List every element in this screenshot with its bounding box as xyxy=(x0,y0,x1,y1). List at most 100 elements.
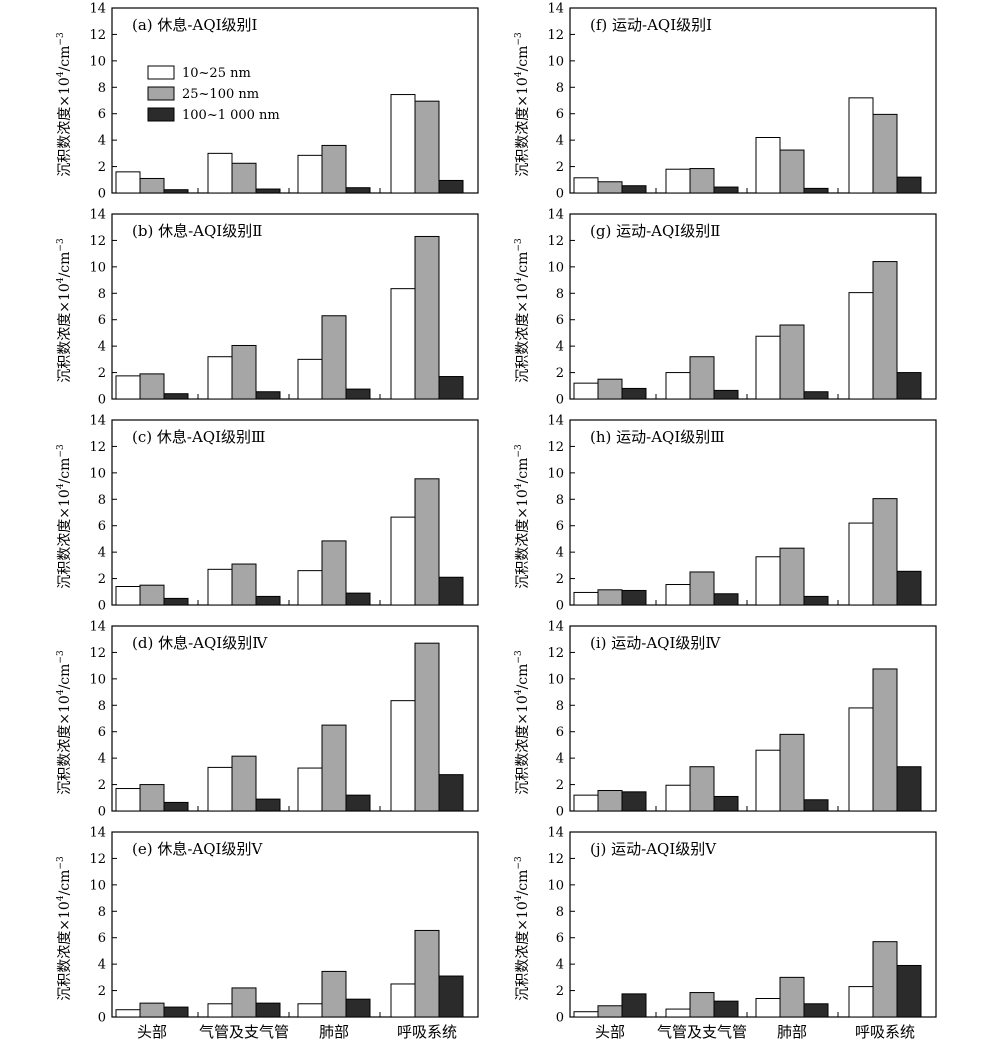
bar-3-气管及支气管 xyxy=(255,391,281,400)
bar-2-气管及支气管 xyxy=(689,992,715,1018)
y-tick-label: 10 xyxy=(547,260,564,275)
y-tick-label: 2 xyxy=(98,572,106,587)
y-tick-label: 0 xyxy=(556,1011,564,1026)
bar-2-肺部 xyxy=(779,733,805,812)
y-tick-label: 12 xyxy=(547,646,564,661)
y-tick-label: 10 xyxy=(89,878,106,893)
bar-3-头部 xyxy=(621,387,647,400)
bar-3-呼吸系统 xyxy=(896,176,922,194)
y-tick-label: 6 xyxy=(556,725,564,740)
y-tick-label: 14 xyxy=(89,2,106,17)
y-tick-label: 12 xyxy=(547,852,564,867)
panel-title: (g) 运动-AQI级别Ⅱ xyxy=(590,222,720,240)
bar-1-呼吸系统 xyxy=(848,707,874,812)
bar-1-头部 xyxy=(115,171,141,194)
panel-title: (d) 休息-AQI级别Ⅳ xyxy=(132,634,268,652)
panel-title: (h) 运动-AQI级别Ⅲ xyxy=(590,428,725,446)
y-tick-label: 12 xyxy=(89,852,106,867)
bar-2-气管及支气管 xyxy=(231,563,257,606)
y-tick-label: 0 xyxy=(98,805,106,820)
panel-i: 0 2 4 6 8 10 12 14 沉积数浓度×104/cm−3 (i) 运动-AQI级别Ⅳ xyxy=(514,620,937,820)
y-tick-label: 0 xyxy=(556,187,564,202)
bar-3-气管及支气管 xyxy=(255,188,281,194)
bar-3-呼吸系统 xyxy=(438,576,464,606)
y-tick-label: 4 xyxy=(556,958,564,973)
y-tick-label: 2 xyxy=(98,778,106,793)
y-tick-label: 0 xyxy=(556,393,564,408)
bar-3-肺部 xyxy=(345,998,371,1018)
bar-2-呼吸系统 xyxy=(872,261,898,400)
bar-2-气管及支气管 xyxy=(231,755,257,812)
bar-3-呼吸系统 xyxy=(896,766,922,812)
bar-3-气管及支气管 xyxy=(713,795,739,812)
y-tick-label: 12 xyxy=(547,440,564,455)
y-tick-label: 10 xyxy=(89,54,106,69)
bar-1-肺部 xyxy=(755,749,781,812)
y-tick-label: 10 xyxy=(547,672,564,687)
bar-2-呼吸系统 xyxy=(414,100,440,194)
y-tick-label: 4 xyxy=(98,546,106,561)
bar-1-呼吸系统 xyxy=(390,983,416,1018)
bar-1-气管及支气管 xyxy=(207,568,233,606)
y-tick-label: 4 xyxy=(556,546,564,561)
legend-swatch xyxy=(147,65,175,80)
y-tick-label: 14 xyxy=(547,620,564,635)
plot-frame xyxy=(111,213,479,400)
bar-1-呼吸系统 xyxy=(848,292,874,400)
y-tick-label: 0 xyxy=(556,805,564,820)
y-tick-label: 6 xyxy=(98,725,106,740)
bar-3-呼吸系统 xyxy=(438,179,464,194)
y-tick-label: 0 xyxy=(98,187,106,202)
y-tick-label: 8 xyxy=(98,493,106,508)
panel-title: (j) 运动-AQI级别Ⅴ xyxy=(590,840,717,858)
y-tick-label: 8 xyxy=(556,699,564,714)
bar-1-头部 xyxy=(115,586,141,606)
bar-2-肺部 xyxy=(779,976,805,1018)
bar-3-呼吸系统 xyxy=(438,975,464,1018)
bar-1-呼吸系统 xyxy=(390,94,416,194)
y-tick-label: 10 xyxy=(89,260,106,275)
y-tick-label: 12 xyxy=(547,234,564,249)
bar-1-头部 xyxy=(573,1011,599,1018)
bar-3-呼吸系统 xyxy=(438,376,464,400)
legend-label: 10~25 nm xyxy=(182,66,251,81)
panel-h: 0 2 4 6 8 10 12 14 沉积数浓度×104/cm−3 (h) 运动-AQI级别Ⅲ xyxy=(514,414,937,614)
bar-3-肺部 xyxy=(345,388,371,400)
y-tick-label: 8 xyxy=(556,81,564,96)
bar-3-气管及支气管 xyxy=(713,1000,739,1018)
bar-2-气管及支气管 xyxy=(689,571,715,606)
bar-1-肺部 xyxy=(297,570,323,606)
bar-2-头部 xyxy=(139,373,165,400)
bar-1-呼吸系统 xyxy=(848,522,874,606)
y-tick-label: 14 xyxy=(89,414,106,429)
y-tick-label: 0 xyxy=(98,1011,106,1026)
bar-2-呼吸系统 xyxy=(414,642,440,812)
y-tick-label: 0 xyxy=(556,599,564,614)
bar-1-肺部 xyxy=(755,335,781,400)
bar-2-气管及支气管 xyxy=(689,766,715,812)
bar-2-头部 xyxy=(597,790,623,812)
bar-3-肺部 xyxy=(345,592,371,606)
bar-3-气管及支气管 xyxy=(255,798,281,812)
bar-2-头部 xyxy=(597,378,623,400)
bar-1-头部 xyxy=(115,788,141,812)
bar-2-头部 xyxy=(139,1002,165,1018)
bar-2-肺部 xyxy=(779,547,805,606)
bar-2-肺部 xyxy=(779,324,805,400)
bar-1-头部 xyxy=(115,375,141,400)
bar-1-呼吸系统 xyxy=(390,700,416,812)
bar-3-气管及支气管 xyxy=(255,1002,281,1018)
y-tick-label: 8 xyxy=(98,905,106,920)
bar-1-肺部 xyxy=(755,556,781,606)
bar-1-呼吸系统 xyxy=(848,97,874,194)
y-tick-label: 4 xyxy=(556,134,564,149)
y-tick-label: 14 xyxy=(547,414,564,429)
y-tick-label: 14 xyxy=(547,208,564,223)
bar-3-头部 xyxy=(621,791,647,812)
bar-2-呼吸系统 xyxy=(872,498,898,606)
bar-1-气管及支气管 xyxy=(665,168,691,194)
y-tick-label: 10 xyxy=(547,878,564,893)
panel-title: (b) 休息-AQI级别Ⅱ xyxy=(132,222,262,240)
panel-title: (f) 运动-AQI级别Ⅰ xyxy=(590,16,712,34)
